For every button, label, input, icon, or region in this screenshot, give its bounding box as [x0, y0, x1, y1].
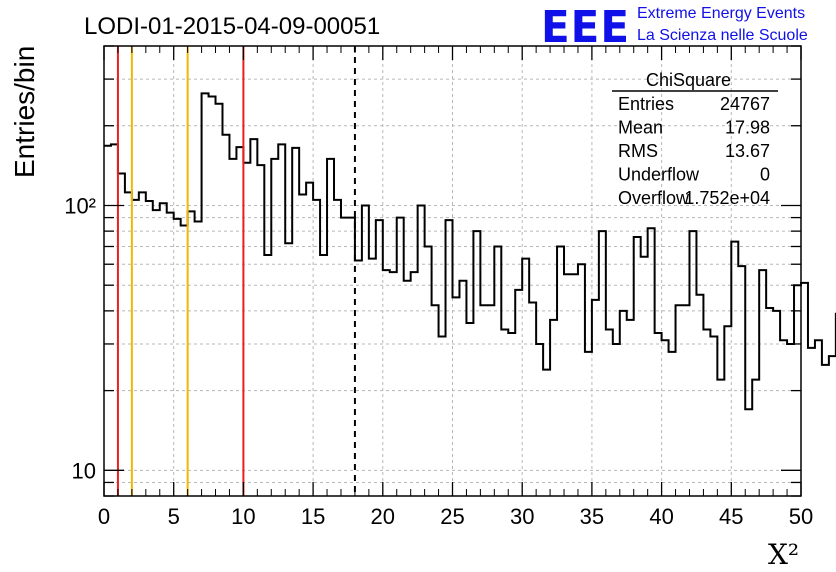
logo-line-2: La Scienza nelle Scuole	[637, 27, 808, 44]
stat-label: Underflow	[618, 165, 700, 185]
stat-label: Mean	[618, 118, 663, 138]
y-axis-label: Entries/bin	[9, 46, 40, 178]
logo-mark: EEE	[541, 2, 630, 53]
eee-logo: EEE Extreme Energy Events La Scienza nel…	[541, 2, 808, 53]
x-axis-label: X²	[768, 538, 799, 571]
stats-box-name: ChiSquare	[646, 70, 731, 90]
x-tick-label: 10	[231, 504, 255, 529]
stat-value: 1.752e+04	[684, 188, 770, 208]
y-tick-label: 10	[72, 458, 96, 483]
stat-value: 0	[760, 165, 770, 185]
stat-value: 17.98	[725, 118, 770, 138]
plot-frame	[103, 45, 802, 497]
stat-value: 24767	[720, 94, 770, 114]
stats-box-rows: Entries 24767 Mean 17.98 RMS 13.67 Underflow 0 O…	[618, 94, 770, 208]
cut-lines	[116, 46, 356, 496]
x-tick-label: 50	[789, 504, 813, 529]
x-tick-label: 0	[98, 504, 110, 529]
x-tick-label: 40	[649, 504, 673, 529]
x-tick-labels: 0 5 10 15 20 25 30 35 40 45 50	[98, 504, 813, 529]
x-tick-label: 20	[371, 504, 395, 529]
stat-label: Overflow	[618, 188, 690, 208]
chart-title: LODI-01-2015-04-09-00051	[84, 13, 380, 40]
logo-line-1: Extreme Energy Events	[637, 5, 805, 22]
y-tick-labels: 10 10²	[64, 193, 96, 483]
x-tick-label: 15	[301, 504, 325, 529]
stats-box: ChiSquare Entries 24767 Mean 17.98 RMS 13.67 U…	[612, 70, 778, 208]
stat-label: Entries	[618, 94, 674, 114]
x-tick-label: 45	[719, 504, 743, 529]
x-tick-label: 5	[168, 504, 180, 529]
x-tick-label: 35	[580, 504, 604, 529]
y-tick-label: 10²	[64, 193, 96, 218]
x-tick-label: 30	[510, 504, 534, 529]
histogram-series	[104, 92, 836, 411]
stat-value: 13.67	[725, 141, 770, 161]
stat-label: RMS	[618, 141, 658, 161]
x-tick-label: 25	[440, 504, 464, 529]
